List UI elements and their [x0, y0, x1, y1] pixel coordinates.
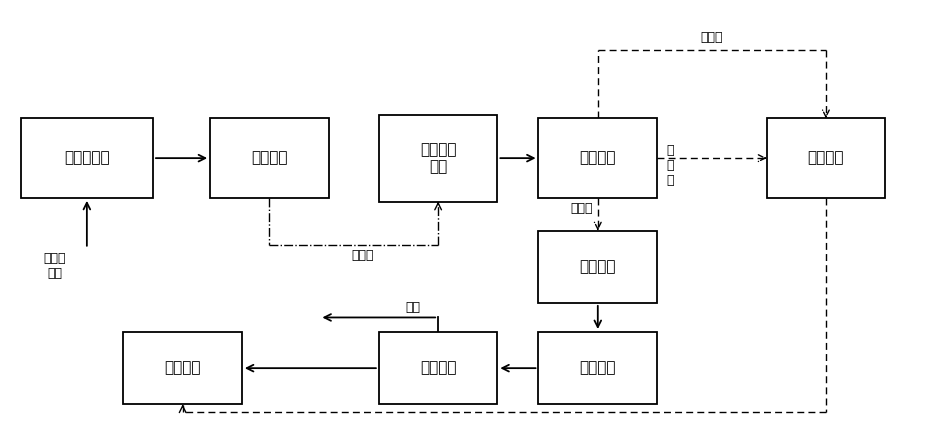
Bar	[379, 115, 497, 202]
Bar	[123, 332, 242, 404]
Bar	[210, 118, 329, 198]
Text: 一次超滤: 一次超滤	[251, 151, 288, 166]
Text: 焚烧单元: 焚烧单元	[165, 361, 201, 376]
Bar	[538, 332, 657, 404]
Text: 透过液: 透过液	[701, 31, 723, 44]
Text: 透
过
液: 透 过 液	[667, 144, 674, 187]
Bar	[538, 230, 657, 303]
Text: 结晶单元: 结晶单元	[807, 151, 844, 166]
Text: 絮凝单元: 絮凝单元	[579, 361, 616, 376]
Bar	[766, 118, 885, 198]
Text: 浓缩液: 浓缩液	[352, 249, 374, 262]
Text: 电脱氯单元: 电脱氯单元	[64, 151, 110, 166]
Text: 有机氯
废水: 有机氯 废水	[44, 252, 66, 280]
Text: 外排: 外排	[405, 301, 420, 314]
Bar	[20, 118, 153, 198]
Bar	[538, 118, 657, 198]
Text: 氧化单元: 氧化单元	[579, 259, 616, 274]
Text: 吸附单元: 吸附单元	[420, 361, 456, 376]
Bar	[379, 332, 497, 404]
Text: 二次超滤: 二次超滤	[579, 151, 616, 166]
Text: 浓缩液: 浓缩液	[571, 202, 593, 214]
Text: 铁碳脱氯
单元: 铁碳脱氯 单元	[420, 142, 456, 175]
